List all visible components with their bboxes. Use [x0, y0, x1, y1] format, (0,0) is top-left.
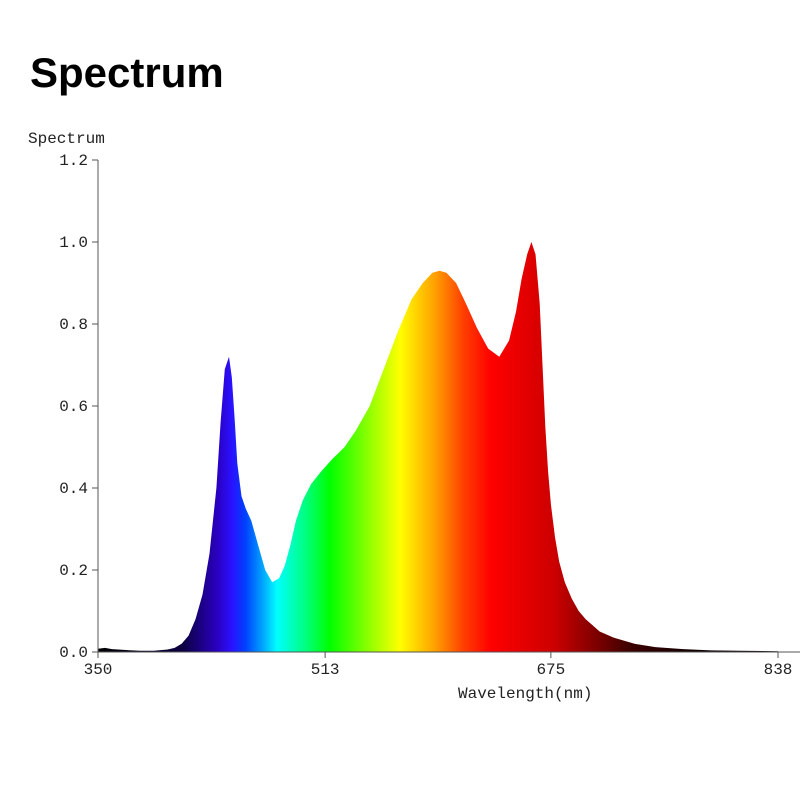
y-tick-label: 0.6	[59, 398, 88, 416]
page-title: Spectrum	[30, 49, 224, 96]
y-tick-label: 0.8	[59, 316, 88, 334]
plot-area	[98, 242, 778, 652]
x-tick-label: 675	[536, 661, 565, 679]
y-tick-label: 1.2	[59, 152, 88, 170]
axes: 0.0 0.2 0.4 0.6 0.8 1.0 1.2 350 513 675 838	[59, 152, 800, 679]
x-tick-label: 350	[84, 661, 113, 679]
y-tick-label: 0.4	[59, 480, 88, 498]
spectrum-area	[98, 242, 778, 652]
y-axis-label: Spectrum	[28, 130, 105, 148]
y-tick-label: 0.0	[59, 644, 88, 662]
x-tick-label: 513	[311, 661, 340, 679]
x-axis-label: Wavelength(nm)	[458, 685, 592, 703]
y-tick-label: 0.2	[59, 562, 88, 580]
x-tick-label: 838	[764, 661, 793, 679]
y-tick-label: 1.0	[59, 234, 88, 252]
